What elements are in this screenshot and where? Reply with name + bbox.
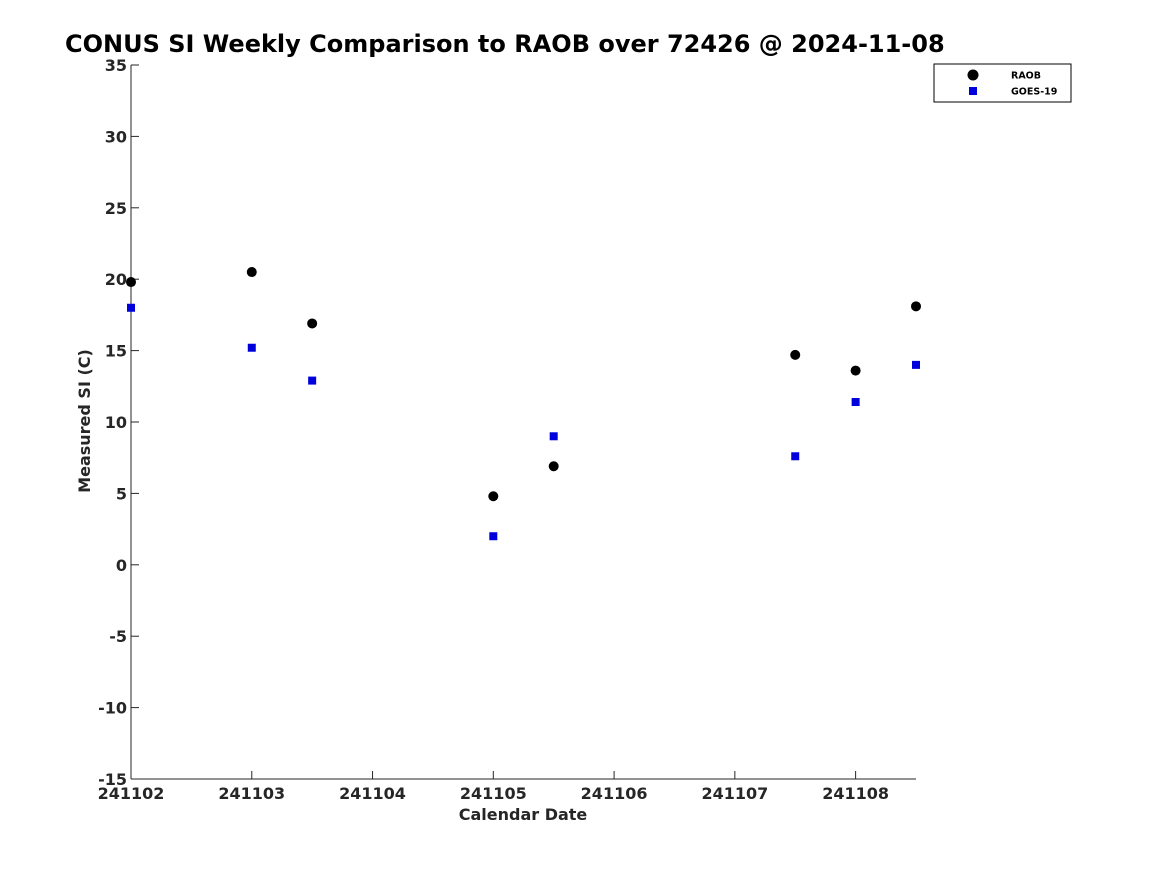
y-tick-label: 0	[116, 556, 127, 575]
data-point-raob	[548, 461, 559, 472]
legend-label-raob: RAOB	[1011, 71, 1041, 82]
x-tick-label: 241108	[822, 784, 889, 803]
y-tick-label: -15	[98, 770, 127, 789]
y-tick-label: -5	[109, 627, 127, 646]
data-point-goes-19	[851, 398, 860, 407]
data-point-goes-19	[912, 360, 920, 369]
x-tick-label: 241104	[339, 784, 406, 803]
y-tick-label: -10	[98, 699, 127, 718]
x-axis-title: Calendar Date	[459, 805, 588, 824]
legend-marker-raob	[967, 69, 979, 81]
chart-title: CONUS SI Weekly Comparison to RAOB over …	[65, 30, 945, 58]
data-marks	[126, 267, 921, 541]
x-tick-label: 241107	[701, 784, 768, 803]
legend-marker-goes-19	[969, 87, 977, 95]
data-point-raob	[307, 318, 318, 329]
data-point-goes-19	[308, 376, 317, 385]
data-point-raob	[790, 349, 801, 360]
y-tick-label: 15	[105, 342, 127, 361]
x-tick-label: 241103	[218, 784, 285, 803]
y-tick-label: 35	[105, 56, 127, 75]
data-point-raob	[850, 365, 861, 376]
legend: RAOB GOES-19	[933, 63, 1072, 103]
y-tick-label: 25	[105, 199, 127, 218]
y-tick-label: 5	[116, 484, 127, 503]
axes: -15 -10 -5 0 5 10 15 20 25 30 35 241102 241103 241104…	[98, 56, 916, 803]
data-point-raob	[246, 267, 257, 278]
legend-label-goes-19: GOES-19	[1011, 87, 1057, 98]
x-tick-label: 241105	[460, 784, 527, 803]
data-point-goes-19	[489, 532, 498, 541]
x-tick-label: 241102	[98, 784, 165, 803]
legend-box	[933, 63, 1072, 103]
data-point-raob	[126, 277, 136, 288]
data-point-goes-19	[549, 432, 558, 441]
data-point-goes-19	[127, 303, 135, 312]
data-point-goes-19	[791, 452, 800, 461]
data-point-raob	[488, 491, 499, 502]
data-point-goes-19	[247, 343, 256, 352]
y-tick-label: 20	[105, 270, 127, 289]
data-point-raob	[911, 301, 921, 312]
y-tick-label: 10	[105, 413, 127, 432]
y-axis-title: Measured SI (C)	[75, 349, 94, 493]
y-tick-label: 30	[105, 127, 127, 146]
x-tick-label: 241106	[581, 784, 648, 803]
